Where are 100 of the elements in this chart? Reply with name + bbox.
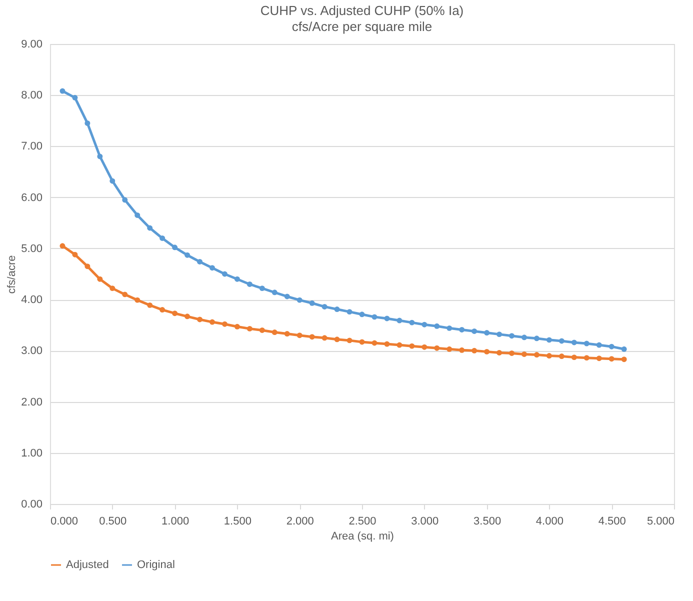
- point: [296, 297, 302, 303]
- point: [409, 343, 415, 349]
- point: [422, 322, 428, 328]
- point: [534, 352, 540, 358]
- point: [222, 271, 228, 277]
- x-tick-label: 2.000: [286, 516, 314, 528]
- point: [372, 314, 378, 320]
- point: [160, 235, 166, 241]
- y-tick-label: 8.00: [21, 90, 42, 102]
- point: [322, 335, 328, 341]
- point: [259, 286, 265, 292]
- point: [160, 307, 166, 313]
- point: [322, 304, 328, 310]
- point: [184, 314, 190, 320]
- point: [284, 331, 290, 337]
- y-tick-label: 2.00: [21, 396, 42, 408]
- point: [484, 348, 490, 354]
- x-tick-label: 0.000: [50, 516, 78, 528]
- x-tick-label: 0.500: [99, 516, 127, 528]
- point: [484, 330, 490, 336]
- point: [558, 338, 564, 344]
- point: [509, 333, 514, 339]
- point: [372, 340, 378, 346]
- point: [459, 347, 465, 353]
- point: [72, 94, 78, 100]
- point: [446, 325, 452, 331]
- point: [384, 316, 390, 322]
- x-tick-label: 3.000: [411, 516, 439, 528]
- point: [309, 300, 315, 306]
- y-tick-label: 4.00: [21, 294, 42, 306]
- point: [558, 354, 564, 360]
- point: [84, 120, 90, 126]
- point: [434, 345, 440, 351]
- point: [172, 244, 178, 250]
- legend-label: Adjusted: [66, 559, 109, 571]
- x-tick-label: 1.000: [162, 516, 190, 528]
- point: [446, 346, 452, 352]
- point: [110, 286, 116, 292]
- point: [234, 276, 240, 282]
- legend-label: Original: [137, 559, 175, 571]
- point: [122, 197, 128, 203]
- point: [546, 337, 552, 343]
- y-tick-label: 0.00: [21, 498, 42, 510]
- y-tick-label: 7.00: [21, 140, 42, 153]
- point: [284, 294, 290, 300]
- point: [496, 332, 502, 338]
- x-tick-label: 5.000: [646, 516, 674, 528]
- x-tick-label: 2.500: [348, 516, 376, 528]
- point: [334, 336, 340, 342]
- point: [210, 265, 215, 271]
- point: [97, 154, 103, 160]
- point: [472, 328, 478, 334]
- point: [246, 326, 252, 332]
- point: [134, 297, 140, 303]
- point: [522, 334, 527, 340]
- point: [246, 281, 252, 287]
- point: [197, 259, 202, 264]
- point: [110, 178, 116, 184]
- point: [509, 350, 514, 356]
- point: [346, 309, 352, 315]
- point: [172, 310, 178, 316]
- point: [459, 326, 465, 332]
- point: [334, 306, 340, 312]
- point: [584, 340, 590, 346]
- y-axis-title: cfs/acre: [6, 255, 18, 294]
- y-tick-label: 9.00: [21, 38, 42, 50]
- y-tick-label: 5.00: [21, 242, 42, 255]
- point: [309, 334, 315, 340]
- point: [596, 342, 602, 348]
- point: [296, 332, 302, 338]
- point: [234, 324, 240, 330]
- x-tick-label: 4.500: [598, 516, 626, 528]
- point: [147, 225, 153, 231]
- point: [60, 88, 66, 94]
- point: [422, 344, 428, 350]
- point: [184, 252, 190, 258]
- point: [608, 344, 614, 350]
- point: [546, 353, 552, 359]
- point: [259, 327, 265, 333]
- point: [621, 356, 627, 362]
- point: [434, 323, 440, 329]
- x-tick-label: 4.000: [536, 516, 564, 528]
- point: [472, 348, 478, 354]
- x-tick-label: 3.500: [474, 516, 502, 528]
- point: [60, 243, 66, 249]
- point: [359, 339, 365, 345]
- point: [384, 341, 390, 347]
- point: [522, 352, 527, 357]
- point: [596, 356, 602, 362]
- point: [396, 342, 402, 348]
- point: [359, 312, 365, 318]
- chart-title: CUHP vs. Adjusted CUHP (50% Ia): [260, 3, 464, 18]
- point: [210, 319, 215, 325]
- point: [608, 356, 614, 362]
- point: [571, 354, 577, 360]
- point: [621, 346, 627, 352]
- point: [272, 330, 278, 335]
- point: [147, 302, 153, 308]
- x-tick-label: 1.500: [224, 516, 252, 528]
- y-tick-label: 3.00: [21, 345, 42, 358]
